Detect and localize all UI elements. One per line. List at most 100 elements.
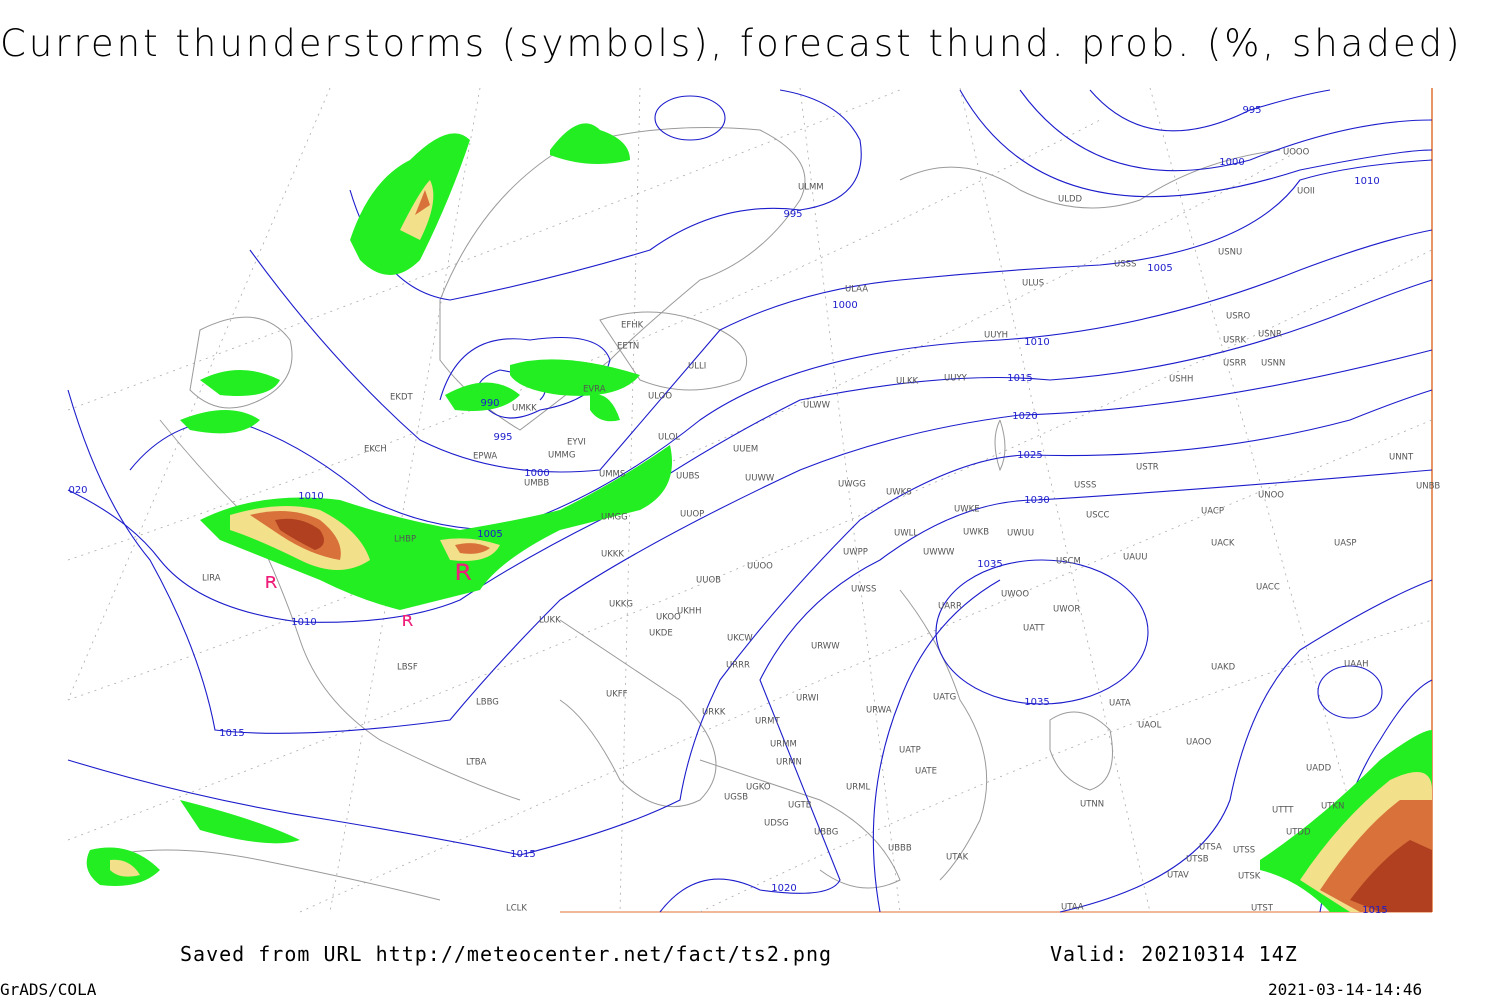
station-label: UATP [899, 746, 921, 756]
station-label: USRR [1223, 359, 1247, 369]
station-label: UKHH [677, 607, 702, 617]
station-label: URWW [811, 642, 840, 652]
station-label: UACK [1211, 539, 1235, 549]
station-label: UKKG [609, 600, 633, 610]
timestamp: 2021-03-14-14:46 [1268, 980, 1422, 999]
isobar-label: 1000 [832, 300, 857, 311]
isobar-label: 1010 [298, 491, 323, 502]
station-label: LIRA [202, 574, 221, 584]
station-label: LUKK [539, 616, 561, 626]
isobar-label: 1000 [1219, 157, 1244, 168]
graticule [67, 87, 1433, 913]
station-label: ULMM [798, 183, 824, 193]
station-label: UWKE [954, 505, 980, 515]
station-label: UKKK [601, 550, 624, 560]
station-label: UMGG [601, 513, 628, 523]
isobar-label: 995 [783, 209, 802, 220]
station-label: USCC [1086, 511, 1110, 521]
station-label: UUOB [696, 576, 721, 586]
station-label: EYVI [567, 438, 586, 448]
station-label: UWPP [843, 548, 868, 558]
station-label: EPWA [473, 452, 497, 462]
station-label: USHH [1169, 375, 1193, 385]
station-label: UAKD [1211, 663, 1236, 673]
station-label: UUOO [747, 562, 773, 572]
station-label: EKDT [390, 393, 413, 403]
station-label: URWA [866, 706, 892, 716]
station-label: UUYY [944, 374, 968, 384]
station-label: UGSB [724, 793, 748, 803]
station-label: UACC [1256, 583, 1280, 593]
station-label: LBSF [397, 663, 418, 673]
station-label: UNBB [1416, 482, 1440, 492]
station-label: UTSB [1186, 855, 1209, 865]
station-label: UGTB [788, 801, 812, 811]
station-label: UATA [1109, 699, 1131, 709]
station-label: UTAA [1061, 903, 1084, 913]
storm-symbol: ʀ [455, 553, 473, 588]
station-label: UMKK [512, 404, 537, 414]
station-label: EKCH [364, 445, 387, 455]
station-label: UMMG [548, 451, 575, 461]
isobar-label: 020 [68, 485, 87, 496]
isobar-label: 1000 [524, 468, 549, 479]
station-label: UTNN [1080, 800, 1104, 810]
station-label: ULUS [1022, 279, 1044, 289]
isobar-label: 1015 [219, 728, 244, 739]
station-label: UTSS [1233, 846, 1255, 856]
station-label: USSS [1074, 481, 1096, 491]
isobars [67, 89, 1433, 913]
station-label: UKCW [727, 634, 753, 644]
station-label: UUBS [676, 472, 700, 482]
station-label: UWOR [1053, 605, 1080, 615]
isobar-label: 1035 [977, 559, 1002, 570]
isobar-label: 1010 [1354, 176, 1379, 187]
station-label: UOOO [1283, 148, 1310, 158]
station-label: URWI [796, 694, 819, 704]
storm-symbols: ʀ ʀ ʀ [265, 553, 473, 631]
labels: 995 1000 1010 995 1005 1000 1010 1015 990 995 1000… [68, 105, 1440, 916]
thunderstorm-probability [86, 123, 1432, 912]
station-label: URKK [702, 708, 726, 718]
station-label: UTTT [1272, 806, 1294, 816]
station-label: UATE [915, 767, 937, 777]
isobar-label: 1035 [1024, 697, 1049, 708]
station-label: LTBA [466, 758, 487, 768]
station-label: UAOO [1186, 738, 1212, 748]
title: Current thunderstorms (symbols), forecas… [0, 22, 1463, 65]
station-label: UTAV [1167, 871, 1189, 881]
station-label: UDSG [764, 819, 789, 829]
station-label: UAAH [1344, 660, 1368, 670]
station-label: LCLK [506, 904, 527, 914]
isobar-label: 1010 [291, 617, 316, 628]
station-label: USTR [1136, 463, 1159, 473]
station-label: ULOL [658, 433, 680, 443]
station-label: UTSA [1199, 843, 1222, 853]
station-label: ULKK [896, 377, 919, 387]
isobar-label: 1015 [1007, 373, 1032, 384]
station-label: UASP [1334, 539, 1357, 549]
isobar-label: 1015 [510, 849, 535, 860]
station-label: UBBB [888, 844, 912, 854]
source-url: Saved from URL http://meteocenter.net/fa… [180, 942, 832, 966]
station-label: EFHK [621, 321, 644, 331]
station-label: UWLL [894, 529, 918, 539]
station-label: UWKS [886, 488, 912, 498]
station-label: UUEM [733, 445, 758, 455]
isobar-label: 1015 [1362, 905, 1387, 916]
station-label: UTKN [1321, 802, 1344, 812]
station-label: UMBB [524, 479, 549, 489]
isobar-label: 1025 [1017, 450, 1042, 461]
station-label: ULLI [688, 362, 706, 372]
valid-time: Valid: 20210314 14Z [1050, 942, 1298, 966]
station-label: URRR [726, 661, 750, 671]
station-label: USNU [1218, 248, 1242, 258]
storm-symbol: ʀ [402, 607, 414, 631]
station-label: USRK [1223, 336, 1247, 346]
isobar-label: 1020 [771, 883, 796, 894]
isobar-label: 990 [480, 398, 499, 409]
station-label: UWUU [1007, 529, 1034, 539]
isobar-label: 1005 [477, 529, 502, 540]
station-label: UGKO [746, 783, 771, 793]
